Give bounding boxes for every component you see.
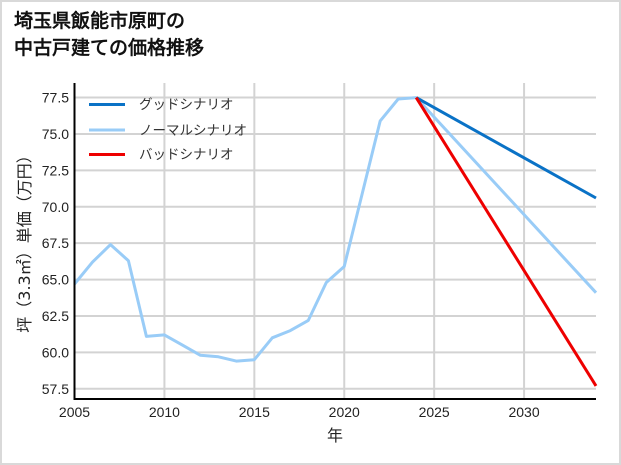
series-line	[415, 96, 597, 200]
series-line	[414, 96, 598, 387]
y-tick-label: 60.0	[42, 344, 69, 360]
y-axis-label: 坪（3.3㎡）単価（万円）	[15, 147, 34, 332]
y-tick-label: 77.5	[42, 90, 69, 106]
x-axis-label: 年	[327, 426, 343, 445]
series-line	[73, 96, 417, 363]
y-tick-label: 57.5	[42, 381, 69, 397]
y-tick-label: 65.0	[42, 272, 69, 288]
legend-label-normal: ノーマルシナリオ	[139, 123, 247, 139]
x-tick-label: 2030	[508, 404, 539, 420]
y-tick-label: 70.0	[42, 199, 69, 215]
axes	[73, 83, 596, 400]
y-tick-label: 75.0	[42, 126, 69, 142]
x-tick-label: 2015	[239, 404, 270, 420]
x-tick-label: 2020	[329, 404, 360, 420]
x-tick-label: 2005	[59, 404, 90, 420]
chart-title-line-1: 埼玉県飯能市原町の	[14, 10, 186, 32]
y-tick-label: 72.5	[42, 162, 69, 178]
x-tick-label: 2025	[419, 404, 450, 420]
y-tick-label: 67.5	[42, 235, 69, 251]
chart-title: 埼玉県飯能市原町の 中古戸建ての価格推移	[14, 8, 204, 62]
legend: グッドシナリオ ノーマルシナリオ バッドシナリオ	[89, 97, 247, 163]
legend-label-bad: バッドシナリオ	[139, 147, 234, 163]
x-tick-label: 2010	[149, 404, 180, 420]
series-line	[415, 96, 598, 294]
y-tick-label: 62.5	[42, 308, 69, 324]
y-tick-labels: 57.5 60.0 62.5 65.0 67.5 70.0 72.5 75.0 77.5	[42, 90, 69, 397]
chart-title-line-2: 中古戸建ての価格推移	[14, 37, 205, 59]
x-tick-labels: 2005 2010 2015 2020 2025 2030	[59, 404, 540, 420]
legend-label-good: グッドシナリオ	[139, 97, 234, 113]
data-series	[73, 96, 598, 387]
